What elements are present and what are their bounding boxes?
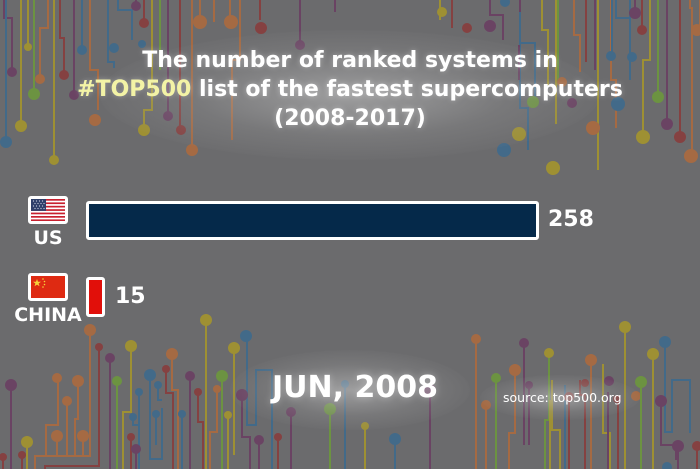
us-flag-icon xyxy=(28,196,68,224)
title-line-1: The number of ranked systems in xyxy=(142,48,558,73)
title-line-2-rest: list of the fastest supercomputers xyxy=(191,77,623,102)
value-label-china: 15 xyxy=(115,284,146,309)
value-label-us: 258 xyxy=(548,207,594,232)
country-label-china: CHINA xyxy=(14,304,82,326)
title-line-2: #TOP500 list of the fastest supercompute… xyxy=(0,75,700,104)
period-label: JUN, 2008 xyxy=(272,370,438,405)
bar-us xyxy=(86,201,539,240)
hashtag-top500: #TOP500 xyxy=(77,77,192,102)
china-flag-icon xyxy=(28,273,68,301)
chart-title: The number of ranked systems in #TOP500 … xyxy=(0,46,700,133)
bar-china xyxy=(86,277,105,317)
title-line-3: (2008-2017) xyxy=(274,106,426,131)
country-label-us: US xyxy=(33,227,63,249)
source-label: source: top500.org xyxy=(503,390,622,405)
